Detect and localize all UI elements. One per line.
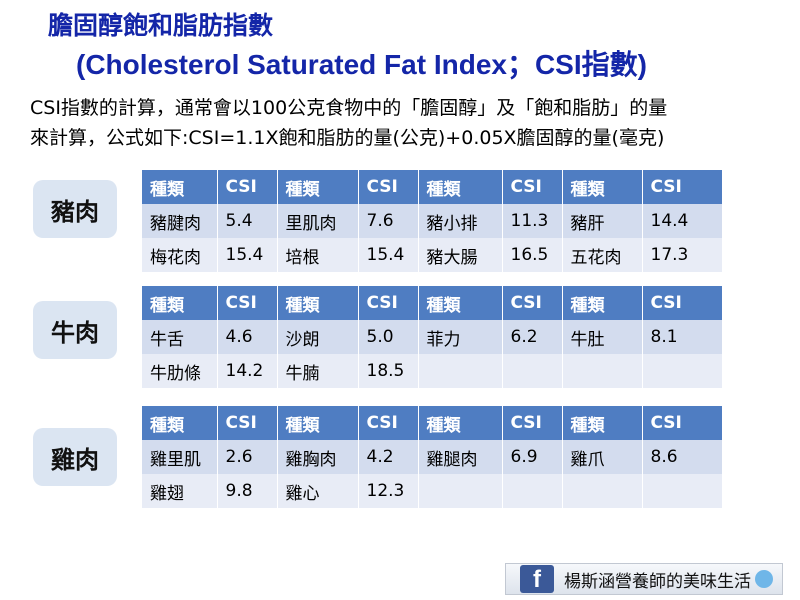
section-label-chicken: 雞肉 <box>33 428 117 486</box>
header-cell: CSI <box>217 170 278 204</box>
header-cell: 種類 <box>418 170 503 204</box>
table-cell: 牛肚 <box>562 320 643 354</box>
header-cell: 種類 <box>562 286 643 320</box>
table-cell: 牛腩 <box>277 354 359 388</box>
header-cell: 種類 <box>418 406 503 440</box>
table-row: 牛舌 4.6 沙朗 5.0 菲力 6.2 牛肚 8.1 <box>142 320 723 354</box>
table-cell: 雞爪 <box>562 440 643 474</box>
table-cell: 15.4 <box>358 238 419 272</box>
header-cell: CSI <box>502 406 563 440</box>
table-cell: 豬腱肉 <box>142 204 218 238</box>
table-cell: 8.6 <box>642 440 723 474</box>
table-row: 梅花肉 15.4 培根 15.4 豬大腸 16.5 五花肉 17.3 <box>142 238 723 272</box>
table-cell: 培根 <box>277 238 359 272</box>
table-cell: 14.4 <box>642 204 723 238</box>
intro-text: CSI指數的計算，通常會以100公克食物中的「膽固醇」及「飽和脂肪」的量 來計算… <box>30 93 790 153</box>
chicken-csi-table: 種類 CSI 種類 CSI 種類 CSI 種類 CSI 雞里肌 2.6 雞胸肉 … <box>142 406 723 508</box>
table-cell: 12.3 <box>358 474 419 508</box>
facebook-icon: f <box>520 565 554 593</box>
header-cell: CSI <box>217 286 278 320</box>
header-cell: 種類 <box>142 406 218 440</box>
header-cell: 種類 <box>277 286 359 320</box>
table-cell: 17.3 <box>642 238 723 272</box>
table-row: 牛肋條 14.2 牛腩 18.5 <box>142 354 723 388</box>
table-cell: 4.6 <box>217 320 278 354</box>
table-cell <box>418 354 503 388</box>
table-cell <box>502 474 563 508</box>
header-cell: CSI <box>502 170 563 204</box>
table-cell: 豬小排 <box>418 204 503 238</box>
table-header-row: 種類 CSI 種類 CSI 種類 CSI 種類 CSI <box>142 286 723 320</box>
facebook-page-name: 楊斯涵營養師的美味生活 <box>564 571 751 592</box>
table-cell <box>562 354 643 388</box>
table-cell: 2.6 <box>217 440 278 474</box>
table-row: 雞翅 9.8 雞心 12.3 <box>142 474 723 508</box>
table-cell: 11.3 <box>502 204 563 238</box>
table-cell: 雞翅 <box>142 474 218 508</box>
section-label-beef: 牛肉 <box>33 301 117 359</box>
table-cell: 雞心 <box>277 474 359 508</box>
header-cell: 種類 <box>277 406 359 440</box>
table-cell <box>418 474 503 508</box>
table-cell: 9.8 <box>217 474 278 508</box>
table-cell: 雞里肌 <box>142 440 218 474</box>
beef-csi-table: 種類 CSI 種類 CSI 種類 CSI 種類 CSI 牛舌 4.6 沙朗 5.… <box>142 286 723 388</box>
intro-line-1: CSI指數的計算，通常會以100公克食物中的「膽固醇」及「飽和脂肪」的量 <box>30 97 668 119</box>
page-title-zh: 膽固醇飽和脂肪指數 <box>48 11 274 40</box>
table-header-row: 種類 CSI 種類 CSI 種類 CSI 種類 CSI <box>142 406 723 440</box>
intro-line-2: 來計算，公式如下:CSI=1.1X飽和脂肪的量(公克)+0.05X膽固醇的量(毫… <box>30 127 665 149</box>
table-cell: 牛舌 <box>142 320 218 354</box>
table-row: 豬腱肉 5.4 里肌肉 7.6 豬小排 11.3 豬肝 14.4 <box>142 204 723 238</box>
table-cell: 沙朗 <box>277 320 359 354</box>
header-cell: CSI <box>358 170 419 204</box>
table-cell: 5.0 <box>358 320 419 354</box>
table-cell: 5.4 <box>217 204 278 238</box>
header-cell: 種類 <box>142 286 218 320</box>
header-cell: 種類 <box>562 406 643 440</box>
table-cell: 15.4 <box>217 238 278 272</box>
table-cell: 牛肋條 <box>142 354 218 388</box>
header-cell: CSI <box>358 286 419 320</box>
table-header-row: 種類 CSI 種類 CSI 種類 CSI 種類 CSI <box>142 170 723 204</box>
header-cell: 種類 <box>562 170 643 204</box>
table-cell: 菲力 <box>418 320 503 354</box>
table-cell: 6.9 <box>502 440 563 474</box>
table-cell: 梅花肉 <box>142 238 218 272</box>
header-cell: CSI <box>502 286 563 320</box>
table-cell: 7.6 <box>358 204 419 238</box>
table-cell: 豬肝 <box>562 204 643 238</box>
header-cell: CSI <box>642 286 723 320</box>
table-row: 雞里肌 2.6 雞胸肉 4.2 雞腿肉 6.9 雞爪 8.6 <box>142 440 723 474</box>
page-title-en: (Cholesterol Saturated Fat Index；CSI指數) <box>76 49 647 80</box>
header-cell: 種類 <box>142 170 218 204</box>
header-cell: CSI <box>217 406 278 440</box>
globe-icon <box>755 570 773 588</box>
table-cell: 雞腿肉 <box>418 440 503 474</box>
table-cell: 里肌肉 <box>277 204 359 238</box>
header-cell: 種類 <box>277 170 359 204</box>
table-cell <box>562 474 643 508</box>
table-cell: 16.5 <box>502 238 563 272</box>
table-cell <box>502 354 563 388</box>
facebook-page-banner[interactable]: f 楊斯涵營養師的美味生活 <box>505 563 783 595</box>
table-cell: 雞胸肉 <box>277 440 359 474</box>
table-cell: 18.5 <box>358 354 419 388</box>
table-cell: 8.1 <box>642 320 723 354</box>
header-cell: CSI <box>358 406 419 440</box>
table-cell: 6.2 <box>502 320 563 354</box>
header-cell: CSI <box>642 406 723 440</box>
section-label-pork: 豬肉 <box>33 180 117 238</box>
table-cell <box>642 474 723 508</box>
table-cell: 4.2 <box>358 440 419 474</box>
table-cell: 豬大腸 <box>418 238 503 272</box>
table-cell: 14.2 <box>217 354 278 388</box>
pork-csi-table: 種類 CSI 種類 CSI 種類 CSI 種類 CSI 豬腱肉 5.4 里肌肉 … <box>142 170 723 272</box>
header-cell: CSI <box>642 170 723 204</box>
header-cell: 種類 <box>418 286 503 320</box>
table-cell: 五花肉 <box>562 238 643 272</box>
table-cell <box>642 354 723 388</box>
